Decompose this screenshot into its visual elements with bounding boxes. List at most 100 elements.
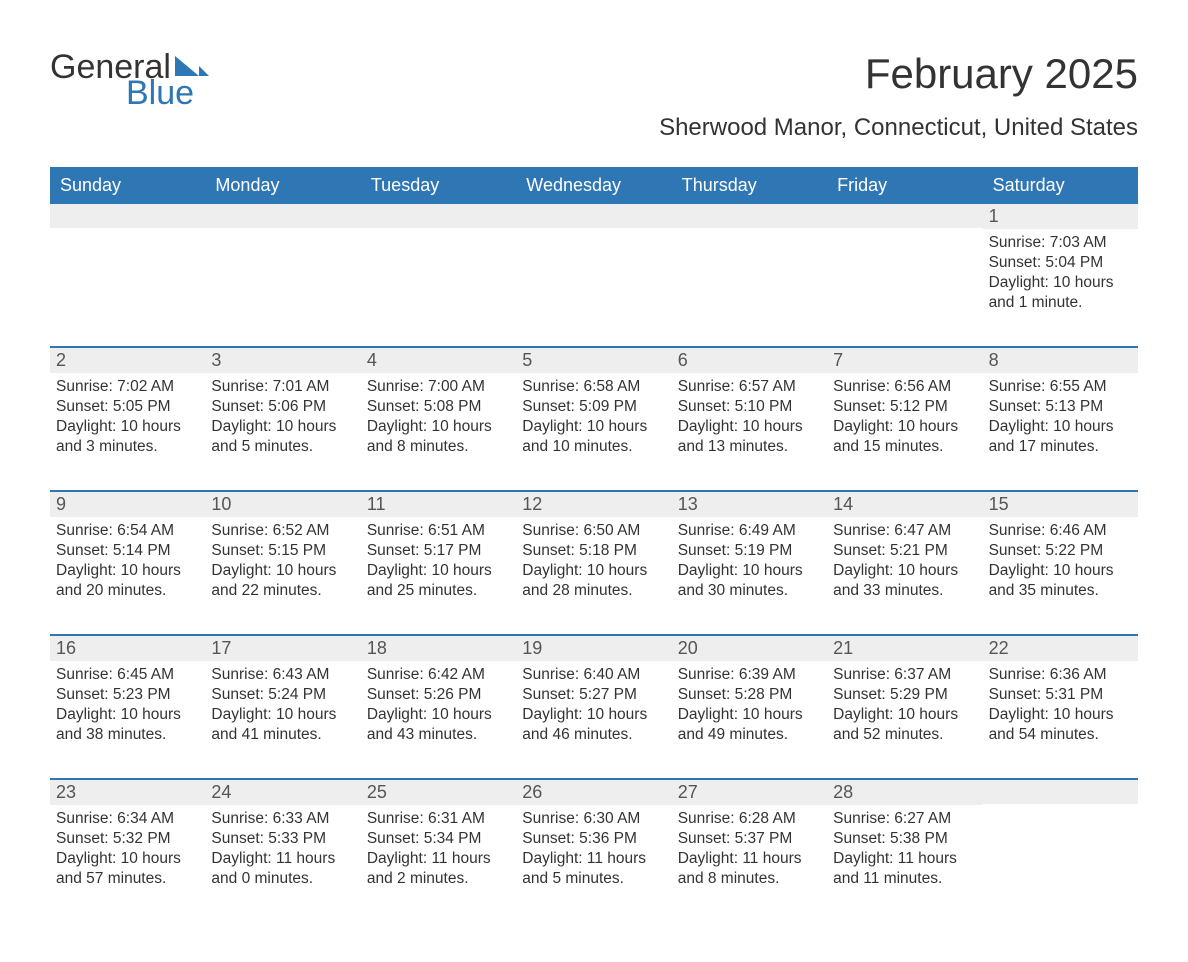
sunrise-text: Sunrise: 6:55 AM <box>989 377 1132 397</box>
daylight-text: Daylight: 10 hours and 10 minutes. <box>522 417 665 457</box>
day-number: 1 <box>983 204 1138 229</box>
location-subtitle: Sherwood Manor, Connecticut, United Stat… <box>659 114 1138 142</box>
day-number: 12 <box>516 492 671 517</box>
sunset-text: Sunset: 5:23 PM <box>56 685 199 705</box>
sunset-text: Sunset: 5:12 PM <box>833 397 976 417</box>
daylight-text: Daylight: 11 hours and 2 minutes. <box>367 849 510 889</box>
daylight-text: Daylight: 10 hours and 1 minute. <box>989 273 1132 313</box>
day-number: 19 <box>516 636 671 661</box>
calendar-day-cell: 19Sunrise: 6:40 AMSunset: 5:27 PMDayligh… <box>516 636 671 778</box>
sunset-text: Sunset: 5:33 PM <box>211 829 354 849</box>
day-number: 13 <box>672 492 827 517</box>
daylight-text: Daylight: 10 hours and 54 minutes. <box>989 705 1132 745</box>
day-number <box>516 204 671 228</box>
day-number: 22 <box>983 636 1138 661</box>
calendar-day-cell <box>50 204 205 346</box>
day-number: 23 <box>50 780 205 805</box>
calendar-day-cell: 23Sunrise: 6:34 AMSunset: 5:32 PMDayligh… <box>50 780 205 922</box>
month-title: February 2025 <box>659 50 1138 98</box>
day-number: 2 <box>50 348 205 373</box>
sunset-text: Sunset: 5:29 PM <box>833 685 976 705</box>
sunset-text: Sunset: 5:21 PM <box>833 541 976 561</box>
calendar-week-row: 1Sunrise: 7:03 AMSunset: 5:04 PMDaylight… <box>50 202 1138 346</box>
sunrise-text: Sunrise: 6:50 AM <box>522 521 665 541</box>
calendar-day-cell: 9Sunrise: 6:54 AMSunset: 5:14 PMDaylight… <box>50 492 205 634</box>
sunset-text: Sunset: 5:38 PM <box>833 829 976 849</box>
sunrise-text: Sunrise: 6:54 AM <box>56 521 199 541</box>
calendar-day-cell <box>983 780 1138 922</box>
sunset-text: Sunset: 5:22 PM <box>989 541 1132 561</box>
sunrise-text: Sunrise: 6:31 AM <box>367 809 510 829</box>
calendar-week-row: 23Sunrise: 6:34 AMSunset: 5:32 PMDayligh… <box>50 778 1138 922</box>
day-details: Sunrise: 6:45 AMSunset: 5:23 PMDaylight:… <box>50 661 205 752</box>
sunrise-text: Sunrise: 6:42 AM <box>367 665 510 685</box>
sunrise-text: Sunrise: 7:01 AM <box>211 377 354 397</box>
day-number: 15 <box>983 492 1138 517</box>
day-number: 8 <box>983 348 1138 373</box>
calendar-week-row: 16Sunrise: 6:45 AMSunset: 5:23 PMDayligh… <box>50 634 1138 778</box>
calendar-week-row: 2Sunrise: 7:02 AMSunset: 5:05 PMDaylight… <box>50 346 1138 490</box>
calendar-day-cell: 12Sunrise: 6:50 AMSunset: 5:18 PMDayligh… <box>516 492 671 634</box>
day-details: Sunrise: 6:51 AMSunset: 5:17 PMDaylight:… <box>361 517 516 608</box>
day-details: Sunrise: 6:31 AMSunset: 5:34 PMDaylight:… <box>361 805 516 896</box>
page-header: General Blue February 2025 Sherwood Mano… <box>50 50 1138 142</box>
day-number: 4 <box>361 348 516 373</box>
sunset-text: Sunset: 5:36 PM <box>522 829 665 849</box>
sunrise-text: Sunrise: 6:56 AM <box>833 377 976 397</box>
sunset-text: Sunset: 5:17 PM <box>367 541 510 561</box>
day-number: 27 <box>672 780 827 805</box>
sunset-text: Sunset: 5:09 PM <box>522 397 665 417</box>
daylight-text: Daylight: 10 hours and 15 minutes. <box>833 417 976 457</box>
sunset-text: Sunset: 5:34 PM <box>367 829 510 849</box>
sunrise-text: Sunrise: 6:34 AM <box>56 809 199 829</box>
day-number: 25 <box>361 780 516 805</box>
day-number: 7 <box>827 348 982 373</box>
calendar-day-cell: 27Sunrise: 6:28 AMSunset: 5:37 PMDayligh… <box>672 780 827 922</box>
sunset-text: Sunset: 5:32 PM <box>56 829 199 849</box>
daylight-text: Daylight: 11 hours and 0 minutes. <box>211 849 354 889</box>
day-number <box>827 204 982 228</box>
day-number <box>983 780 1138 804</box>
sunset-text: Sunset: 5:19 PM <box>678 541 821 561</box>
day-details: Sunrise: 6:39 AMSunset: 5:28 PMDaylight:… <box>672 661 827 752</box>
sunrise-text: Sunrise: 6:36 AM <box>989 665 1132 685</box>
calendar-week-row: 9Sunrise: 6:54 AMSunset: 5:14 PMDaylight… <box>50 490 1138 634</box>
day-details: Sunrise: 6:27 AMSunset: 5:38 PMDaylight:… <box>827 805 982 896</box>
calendar-grid: SundayMondayTuesdayWednesdayThursdayFrid… <box>50 167 1138 922</box>
calendar-day-cell: 15Sunrise: 6:46 AMSunset: 5:22 PMDayligh… <box>983 492 1138 634</box>
sunrise-text: Sunrise: 6:33 AM <box>211 809 354 829</box>
day-details: Sunrise: 6:34 AMSunset: 5:32 PMDaylight:… <box>50 805 205 896</box>
sunset-text: Sunset: 5:24 PM <box>211 685 354 705</box>
day-details: Sunrise: 7:03 AMSunset: 5:04 PMDaylight:… <box>983 229 1138 320</box>
day-number: 3 <box>205 348 360 373</box>
weekday-label: Friday <box>827 169 982 202</box>
title-block: February 2025 Sherwood Manor, Connecticu… <box>659 50 1138 142</box>
calendar-day-cell: 25Sunrise: 6:31 AMSunset: 5:34 PMDayligh… <box>361 780 516 922</box>
day-number: 10 <box>205 492 360 517</box>
sunrise-text: Sunrise: 7:00 AM <box>367 377 510 397</box>
calendar-day-cell: 7 Sunrise: 6:56 AMSunset: 5:12 PMDaylight… <box>827 348 982 490</box>
day-number: 11 <box>361 492 516 517</box>
weekday-label: Wednesday <box>516 169 671 202</box>
day-details: Sunrise: 6:57 AMSunset: 5:10 PMDaylight:… <box>672 373 827 464</box>
day-details: Sunrise: 6:30 AMSunset: 5:36 PMDaylight:… <box>516 805 671 896</box>
sunrise-text: Sunrise: 6:51 AM <box>367 521 510 541</box>
calendar-day-cell: 10Sunrise: 6:52 AMSunset: 5:15 PMDayligh… <box>205 492 360 634</box>
day-number: 5 <box>516 348 671 373</box>
day-number: 18 <box>361 636 516 661</box>
sunrise-text: Sunrise: 6:46 AM <box>989 521 1132 541</box>
calendar-day-cell: 16Sunrise: 6:45 AMSunset: 5:23 PMDayligh… <box>50 636 205 778</box>
sunrise-text: Sunrise: 7:02 AM <box>56 377 199 397</box>
daylight-text: Daylight: 10 hours and 13 minutes. <box>678 417 821 457</box>
day-number: 24 <box>205 780 360 805</box>
daylight-text: Daylight: 10 hours and 46 minutes. <box>522 705 665 745</box>
sunrise-text: Sunrise: 6:57 AM <box>678 377 821 397</box>
sunrise-text: Sunrise: 6:37 AM <box>833 665 976 685</box>
calendar-day-cell: 28Sunrise: 6:27 AMSunset: 5:38 PMDayligh… <box>827 780 982 922</box>
calendar-day-cell <box>827 204 982 346</box>
sunrise-text: Sunrise: 6:30 AM <box>522 809 665 829</box>
daylight-text: Daylight: 10 hours and 5 minutes. <box>211 417 354 457</box>
daylight-text: Daylight: 10 hours and 8 minutes. <box>367 417 510 457</box>
day-number: 16 <box>50 636 205 661</box>
sunrise-text: Sunrise: 6:49 AM <box>678 521 821 541</box>
